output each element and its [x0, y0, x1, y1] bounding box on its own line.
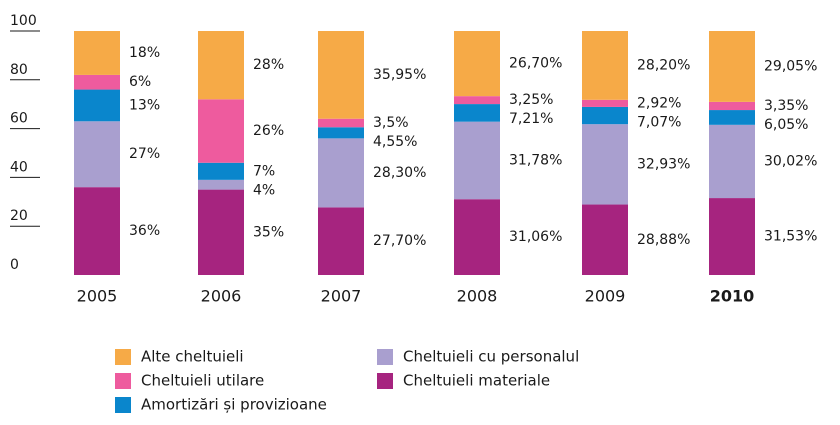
- data-label: 28,20%: [637, 57, 690, 73]
- y-tick-label: 80: [10, 62, 28, 78]
- bar-segment: [318, 31, 364, 119]
- data-label: 31,53%: [764, 229, 817, 245]
- legend-label: Amortizări și provizioane: [141, 396, 327, 414]
- data-label: 6,05%: [764, 117, 808, 133]
- data-label: 31,78%: [509, 152, 562, 168]
- bar-segment: [454, 199, 500, 275]
- legend-swatch: [377, 349, 393, 365]
- bar-segment: [582, 204, 628, 275]
- data-label: 3,5%: [373, 115, 409, 131]
- data-label: 7,07%: [637, 114, 681, 130]
- bar-segment: [74, 74, 120, 90]
- data-label: 36%: [129, 223, 160, 239]
- bar-segment: [582, 124, 628, 205]
- data-label: 13%: [129, 97, 160, 113]
- legend-swatch: [115, 397, 131, 413]
- bar-segment: [198, 99, 244, 163]
- bar-segment: [454, 96, 500, 105]
- x-tick-label: 2010: [710, 287, 755, 306]
- data-label: 18%: [129, 45, 160, 61]
- bar-segment: [582, 31, 628, 100]
- y-tick-label: 60: [10, 111, 28, 127]
- y-tick-label: 100: [10, 13, 37, 29]
- x-tick-label: 2009: [585, 287, 626, 306]
- bar-segment: [74, 31, 120, 75]
- data-label: 2,92%: [637, 95, 681, 111]
- bar-segment: [74, 187, 120, 275]
- bar-segment: [709, 31, 755, 102]
- legend-label: Alte cheltuieli: [141, 348, 244, 366]
- data-label: 7,21%: [509, 111, 553, 127]
- data-label: 28,30%: [373, 165, 426, 181]
- bar-segment: [454, 104, 500, 122]
- bar-segment: [318, 118, 364, 128]
- data-label: 6%: [129, 74, 151, 90]
- legend-swatch: [377, 373, 393, 389]
- bar-segment: [74, 89, 120, 122]
- legend-label: Cheltuieli materiale: [403, 372, 550, 390]
- x-tick-label: 2008: [457, 287, 498, 306]
- data-label: 27%: [129, 146, 160, 162]
- data-label: 4,55%: [373, 134, 417, 150]
- data-label: 29,05%: [764, 58, 817, 74]
- data-label: 35,95%: [373, 67, 426, 83]
- x-tick-label: 2006: [201, 287, 242, 306]
- data-label: 32,93%: [637, 156, 690, 172]
- bar-segment: [709, 124, 755, 199]
- x-tick-label: 2007: [321, 287, 362, 306]
- legend-label: Cheltuieli cu personalul: [403, 348, 579, 366]
- bar-segment: [318, 127, 364, 139]
- bar-segment: [582, 99, 628, 107]
- bar-segment: [318, 207, 364, 275]
- x-tick-label: 2005: [77, 287, 118, 306]
- bar-segment: [198, 162, 244, 180]
- y-tick-label: 40: [10, 159, 28, 175]
- y-tick-label: 0: [10, 257, 19, 273]
- data-label: 31,06%: [509, 229, 562, 245]
- data-label: 28%: [253, 57, 284, 73]
- data-label: 3,35%: [764, 98, 808, 114]
- data-label: 27,70%: [373, 233, 426, 249]
- bar-segment: [198, 179, 244, 190]
- data-label: 26,70%: [509, 56, 562, 72]
- legend-swatch: [115, 349, 131, 365]
- bar-segment: [198, 189, 244, 275]
- bar-segment: [318, 138, 364, 208]
- data-label: 35%: [253, 224, 284, 240]
- y-tick-label: 20: [10, 208, 28, 224]
- data-label: 26%: [253, 123, 284, 139]
- bar-segment: [709, 101, 755, 111]
- legend-swatch: [115, 373, 131, 389]
- data-label: 30,02%: [764, 153, 817, 169]
- bar-segment: [709, 198, 755, 275]
- data-label: 3,25%: [509, 92, 553, 108]
- bar-segment: [454, 31, 500, 97]
- data-label: 28,88%: [637, 232, 690, 248]
- data-label: 7%: [253, 163, 275, 179]
- bar-segment: [74, 121, 120, 188]
- bar-segment: [709, 110, 755, 125]
- legend-label: Cheltuieli utilare: [141, 372, 264, 390]
- bar-segment: [454, 121, 500, 200]
- bar-segment: [582, 106, 628, 125]
- data-label: 4%: [253, 182, 275, 198]
- bar-segment: [198, 31, 244, 100]
